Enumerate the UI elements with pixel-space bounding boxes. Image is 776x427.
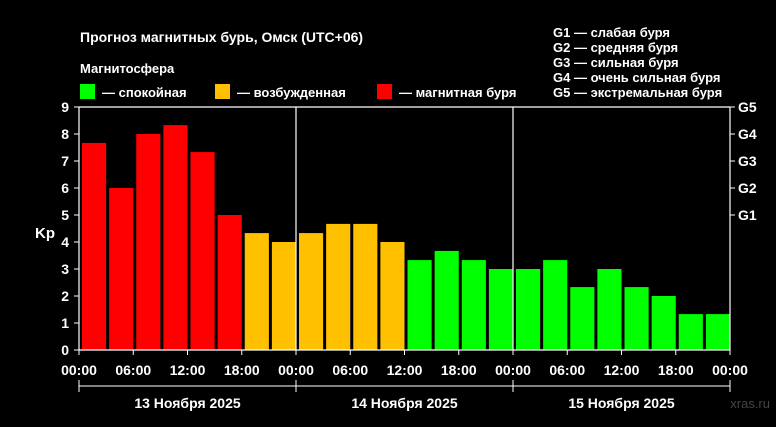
y-tick-label: 9 [61, 99, 69, 115]
bar [434, 250, 459, 350]
x-tick-label: 06:00 [332, 362, 368, 378]
g-tick-label: G3 [738, 153, 757, 169]
legend-swatch-active [215, 84, 230, 99]
bar [109, 188, 134, 350]
x-tick-label: 00:00 [712, 362, 748, 378]
legend-label-storm: — магнитная буря [399, 85, 516, 100]
day-label: 13 Ноября 2025 [134, 395, 241, 411]
y-tick-label: 2 [61, 288, 69, 304]
bar [624, 287, 649, 350]
g-tick-label: G2 [738, 180, 757, 196]
bar [217, 215, 242, 350]
y-tick-label: 0 [61, 342, 69, 358]
legend-label-quiet: — спокойная [102, 85, 187, 100]
g-scale-g3: G3 — сильная буря [553, 55, 679, 70]
bar [516, 269, 541, 350]
x-tick-label: 00:00 [278, 362, 314, 378]
bar [271, 242, 297, 350]
x-tick-label: 00:00 [61, 362, 97, 378]
y-tick-label: 5 [61, 207, 69, 223]
legend-label-active: — возбужденная [237, 85, 346, 100]
watermark: xras.ru [730, 396, 770, 411]
g-scale-g2: G2 — средняя буря [553, 40, 678, 55]
x-tick-label: 12:00 [170, 362, 206, 378]
bar [705, 314, 731, 350]
y-tick-label: 7 [61, 153, 69, 169]
chart-title: Прогноз магнитных бурь, Омск (UTC+06) [80, 29, 363, 45]
bar [651, 296, 676, 350]
x-tick-label: 12:00 [604, 362, 640, 378]
y-tick-label: 3 [61, 261, 69, 277]
bar [380, 242, 405, 350]
bar [407, 260, 432, 350]
g-scale-g4: G4 — очень сильная буря [553, 70, 720, 85]
legend-title: Магнитосфера [80, 61, 175, 76]
bars-group [82, 125, 731, 350]
bar [136, 134, 161, 350]
x-tick-label: 18:00 [658, 362, 694, 378]
g-tick-label: G4 [738, 126, 757, 142]
bar [163, 125, 188, 350]
g-scale-legend: G1 — слабая буря G2 — средняя буря G3 — … [553, 25, 722, 100]
g-tick-label: G5 [738, 99, 757, 115]
g-tick-label: G1 [738, 207, 757, 223]
x-tick-label: 06:00 [549, 362, 585, 378]
bar [461, 260, 486, 350]
day-label: 15 Ноября 2025 [568, 395, 675, 411]
y-axis-label: Kp [35, 225, 55, 242]
bar [488, 269, 514, 350]
y-tick-label: 4 [61, 234, 69, 250]
y-tick-label: 1 [61, 315, 69, 331]
x-tick-label: 18:00 [441, 362, 477, 378]
bar [678, 314, 703, 350]
bar [570, 287, 595, 350]
bar [82, 142, 107, 350]
g-scale-g5: G5 — экстремальная буря [553, 85, 722, 100]
legend-swatch-storm [377, 84, 392, 99]
bar [597, 269, 622, 350]
bar [190, 152, 215, 350]
axes-group: 0 1 2 3 4 5 6 7 8 9 G1 G2 G3 G4 G5 00:00 06:00 12:00 18:00… [61, 99, 757, 411]
bar [543, 260, 568, 350]
legend-swatch-quiet [80, 84, 95, 99]
x-tick-label: 12:00 [387, 362, 423, 378]
day-label: 14 Ноября 2025 [351, 395, 458, 411]
bar [244, 233, 269, 350]
bar [353, 223, 378, 350]
y-tick-label: 8 [61, 126, 69, 142]
legend: — спокойная — возбужденная — магнитная б… [80, 84, 516, 100]
x-tick-label: 06:00 [115, 362, 151, 378]
x-tick-label: 18:00 [224, 362, 260, 378]
bar [326, 223, 351, 350]
y-tick-label: 6 [61, 180, 69, 196]
g-scale-g1: G1 — слабая буря [553, 25, 670, 40]
bar [299, 233, 324, 350]
x-tick-label: 00:00 [495, 362, 531, 378]
